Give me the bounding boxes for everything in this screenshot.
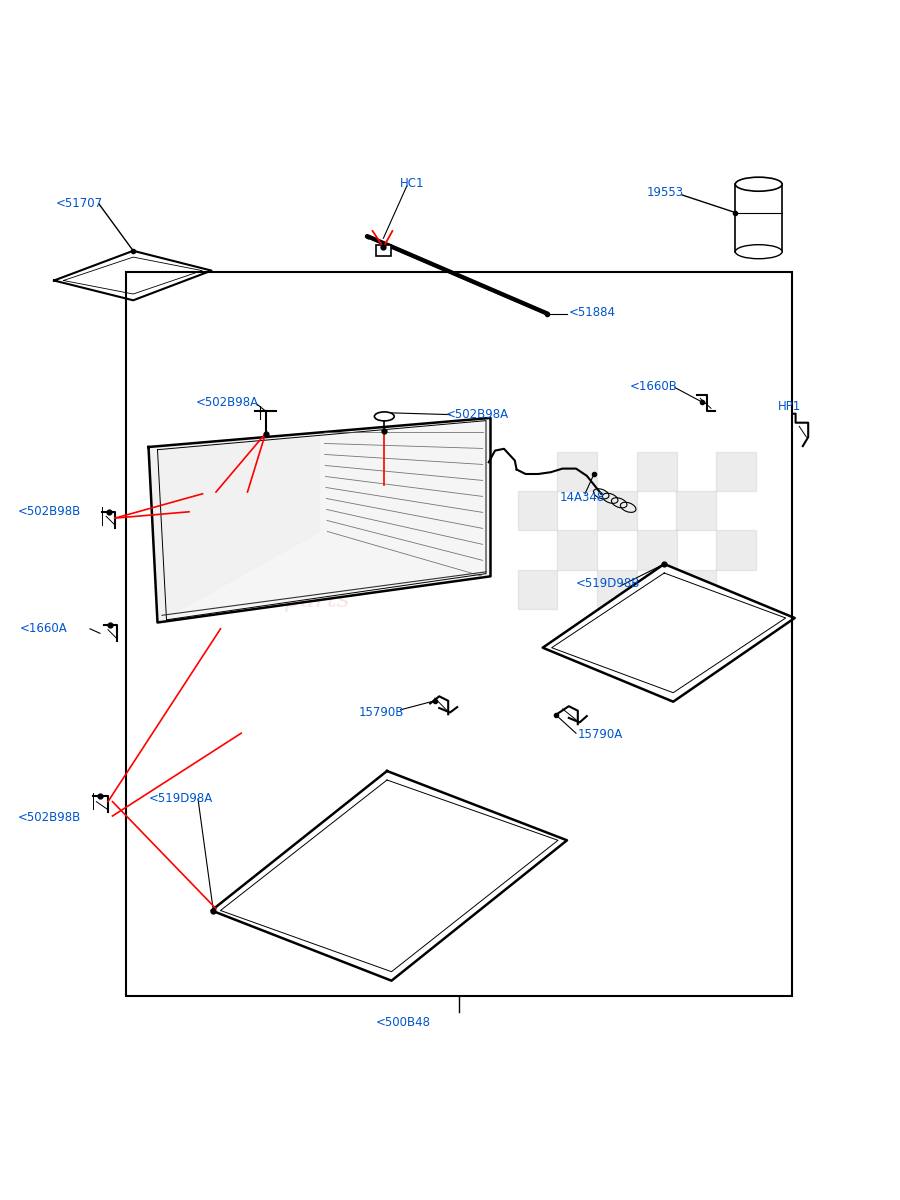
Bar <box>126 271 792 996</box>
Text: <502B98A: <502B98A <box>196 396 259 408</box>
Text: 14A348: 14A348 <box>560 491 605 504</box>
Bar <box>557 451 597 491</box>
Bar <box>716 451 756 491</box>
Polygon shape <box>148 432 320 623</box>
Bar <box>677 491 716 530</box>
Ellipse shape <box>374 412 394 421</box>
Bar <box>716 530 756 570</box>
Text: <519D98A: <519D98A <box>148 792 212 804</box>
Text: <500B48: <500B48 <box>376 1016 431 1030</box>
Text: HC1: HC1 <box>400 176 424 190</box>
Bar <box>637 530 677 570</box>
Bar <box>518 570 557 608</box>
Text: <502B98A: <502B98A <box>446 408 508 421</box>
Text: HP1: HP1 <box>778 400 801 413</box>
Ellipse shape <box>735 178 782 191</box>
Text: <51707: <51707 <box>56 197 103 210</box>
Bar <box>518 491 557 530</box>
Bar <box>376 246 391 257</box>
Bar <box>557 530 597 570</box>
Text: car  parts: car parts <box>227 588 349 612</box>
Text: <502B98B: <502B98B <box>18 505 81 518</box>
Ellipse shape <box>735 245 782 259</box>
Polygon shape <box>148 418 490 623</box>
Text: <1660A: <1660A <box>20 623 68 635</box>
Text: 15790B: 15790B <box>358 706 403 719</box>
Text: 15790A: 15790A <box>578 728 623 742</box>
Bar <box>735 184 782 252</box>
Text: 19553: 19553 <box>646 186 683 199</box>
Polygon shape <box>54 251 212 300</box>
Text: <502B98B: <502B98B <box>18 811 81 824</box>
Text: <1660B: <1660B <box>630 380 678 394</box>
Polygon shape <box>543 564 795 702</box>
Text: <51884: <51884 <box>569 306 616 318</box>
Bar <box>597 491 637 530</box>
Bar <box>637 451 677 491</box>
Text: scuderia: scuderia <box>168 517 408 566</box>
Polygon shape <box>212 770 567 980</box>
Text: <519D98B: <519D98B <box>576 577 641 590</box>
Bar <box>597 570 637 608</box>
Bar <box>677 570 716 608</box>
